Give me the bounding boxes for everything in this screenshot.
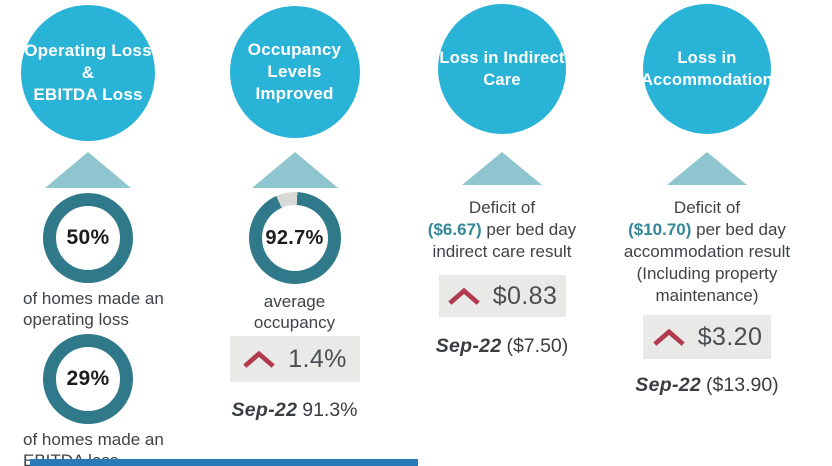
deficit-line: ($6.67) per bed day: [428, 219, 576, 241]
bubble-title-line: Care: [483, 71, 521, 89]
deficit-amount: ($10.70): [628, 220, 692, 239]
footer-accent-bar: [30, 459, 418, 466]
deficit-line: Deficit of: [468, 198, 536, 217]
caption-line: operating loss: [23, 310, 129, 329]
donut-value: 29%: [66, 367, 110, 390]
up-triangle-icon: [462, 152, 542, 185]
deficit-suffix: per bed day: [691, 220, 786, 239]
bubble-title-line: Loss in Indirect: [439, 48, 565, 67]
donut-chart-ebitda-loss: 29%: [43, 334, 133, 424]
bubble-title-line: EBITDA Loss: [33, 85, 143, 105]
deficit-text-accommodation: Deficit of ($10.70) per bed day accommod…: [624, 197, 790, 307]
bubble-title-line: Levels: [267, 61, 322, 81]
increase-caret-icon: [653, 328, 685, 346]
prior-period-occupancy: Sep-22 91.3%: [231, 399, 357, 422]
bubble-title-line: Accommodation: [641, 71, 773, 89]
column-occupancy: Occupancy Levels Improved 92.7% average …: [212, 0, 377, 422]
prior-period-label: Sep-22: [635, 374, 702, 396]
caption-occupancy: average occupancy: [254, 291, 335, 333]
up-triangle-icon: [251, 152, 338, 188]
deficit-suffix: per bed day: [481, 220, 577, 239]
change-value: 1.4%: [288, 344, 347, 373]
prior-period-value: ($7.50): [506, 335, 569, 357]
prior-period-value: ($13.90): [706, 374, 779, 396]
caption-line: average: [263, 292, 326, 311]
donut-chart-occupancy: 92.7%: [248, 192, 341, 284]
caption-line: occupancy: [253, 313, 336, 332]
change-badge-occupancy: 1.4%: [229, 336, 360, 382]
change-value: $3.20: [697, 322, 763, 351]
kpi-bubble-operating-loss: Operating Loss & EBITDA Loss: [21, 5, 155, 141]
prior-period-label: Sep-22: [231, 399, 298, 421]
change-badge-accommodation: $3.20: [643, 315, 771, 359]
deficit-line: Deficit of: [673, 198, 741, 217]
deficit-line: maintenance): [655, 286, 759, 305]
change-badge-indirect-care: $0.83: [438, 275, 566, 317]
change-value: $0.83: [492, 281, 558, 310]
deficit-line: ($10.70) per bed day: [624, 219, 790, 241]
deficit-line: indirect care result: [432, 242, 572, 261]
deficit-text-indirect-care: Deficit of ($6.67) per bed day indirect …: [428, 197, 576, 263]
increase-caret-icon: [243, 350, 275, 368]
caption-line: of homes made an: [23, 289, 164, 308]
kpi-bubble-occupancy: Occupancy Levels Improved: [229, 6, 360, 138]
deficit-line: (Including property: [636, 264, 778, 283]
donut-value: 50%: [66, 226, 110, 249]
prior-period-indirect-care: Sep-22 ($7.50): [436, 335, 569, 358]
prior-period-accommodation: Sep-22 ($13.90): [635, 374, 778, 397]
donut-chart-operating-loss: 50%: [43, 193, 133, 283]
column-indirect-care: Loss in Indirect Care Deficit of ($6.67)…: [416, 0, 588, 358]
kpi-bubble-accommodation: Loss in Accommodation: [641, 4, 773, 134]
bubble-title-line: Occupancy: [247, 39, 342, 59]
donut-value: 92.7%: [265, 226, 324, 249]
prior-period-label: Sep-22: [435, 335, 502, 357]
caption-operating-loss: of homes made an operating loss: [23, 288, 164, 330]
bubble-title-line: Improved: [255, 84, 334, 104]
column-accommodation: Loss in Accommodation Deficit of ($10.70…: [616, 0, 798, 397]
up-triangle-icon: [45, 152, 131, 188]
up-triangle-icon: [667, 152, 747, 185]
bubble-title-line: Operating Loss: [24, 40, 152, 60]
caption-line: of homes made an: [23, 430, 164, 449]
deficit-amount: ($6.67): [427, 220, 482, 239]
bubble-title-line: &: [81, 62, 95, 82]
kpi-bubble-indirect-care: Loss in Indirect Care: [438, 4, 566, 134]
increase-caret-icon: [448, 287, 480, 305]
column-operating-ebitda-loss: Operating Loss & EBITDA Loss 50% of home…: [8, 0, 168, 466]
prior-period-value: 91.3%: [302, 399, 358, 421]
bubble-title-line: Loss in: [677, 48, 737, 67]
deficit-line: accommodation result: [623, 242, 791, 261]
